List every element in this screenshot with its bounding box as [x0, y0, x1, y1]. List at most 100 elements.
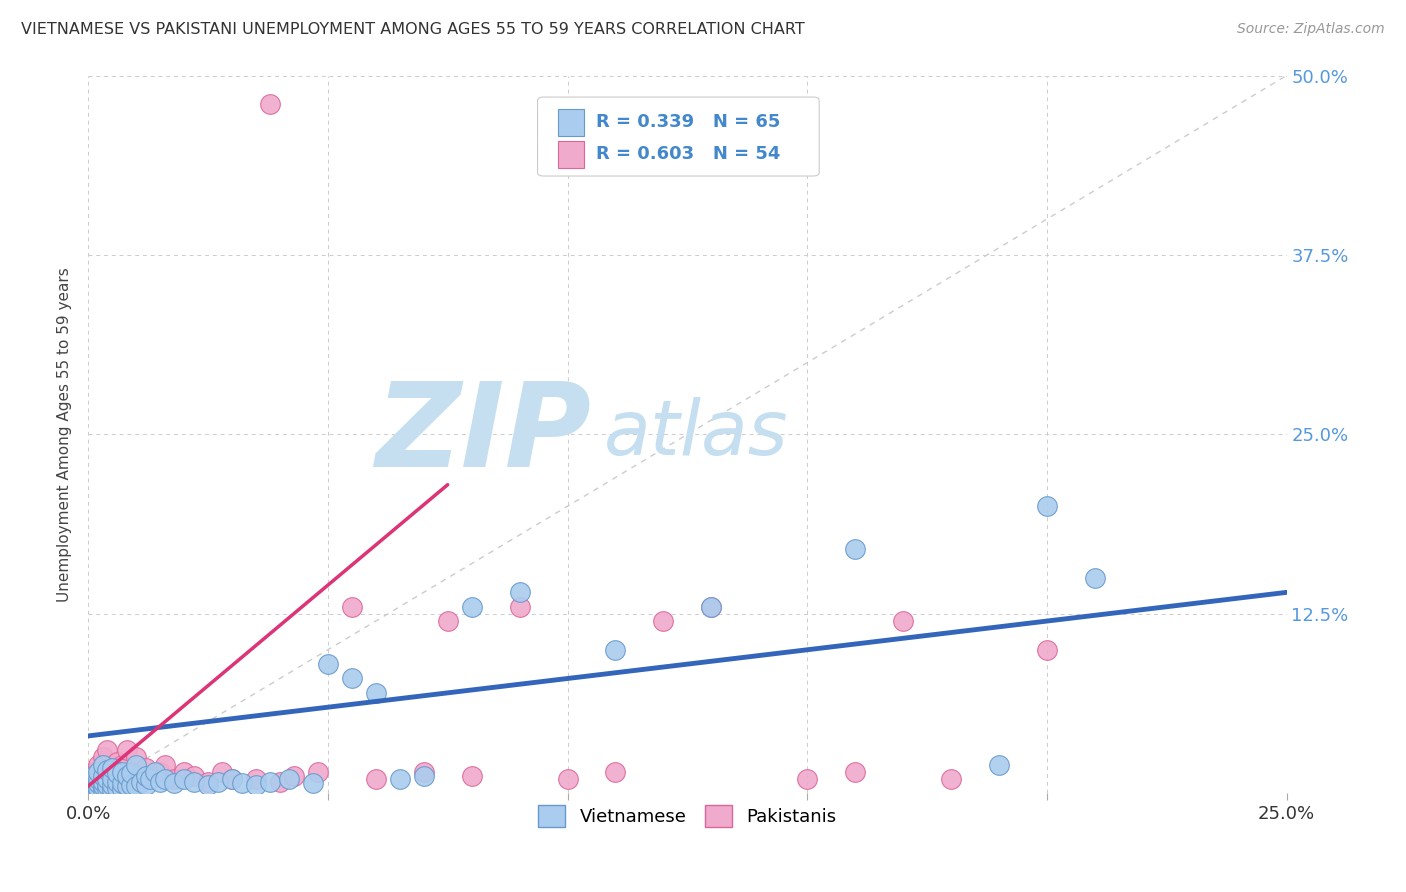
Vietnamese: [105, 766, 128, 780]
Vietnamese: [1084, 571, 1107, 585]
Pakistanis: [221, 772, 243, 786]
Pakistanis: [340, 599, 363, 614]
Vietnamese: [844, 542, 866, 557]
Vietnamese: [115, 769, 138, 783]
Pakistanis: [82, 782, 104, 797]
Pakistanis: [153, 757, 176, 772]
Vietnamese: [111, 782, 134, 797]
Vietnamese: [87, 776, 110, 790]
Pakistanis: [557, 772, 579, 786]
Pakistanis: [111, 778, 134, 792]
Pakistanis: [101, 760, 124, 774]
Vietnamese: [412, 769, 434, 783]
Vietnamese: [115, 779, 138, 793]
Pakistanis: [412, 764, 434, 779]
Vietnamese: [183, 775, 205, 789]
Pakistanis: [197, 775, 219, 789]
Pakistanis: [1036, 642, 1059, 657]
Vietnamese: [700, 599, 723, 614]
Vietnamese: [101, 760, 124, 774]
Vietnamese: [197, 778, 219, 792]
Vietnamese: [96, 764, 118, 778]
Pakistanis: [652, 614, 675, 628]
Vietnamese: [101, 778, 124, 792]
Pakistanis: [283, 769, 305, 783]
Vietnamese: [364, 686, 387, 700]
Pakistanis: [796, 772, 818, 786]
Pakistanis: [211, 764, 233, 779]
Vietnamese: [129, 775, 152, 789]
Pakistanis: [105, 775, 128, 789]
Vietnamese: [135, 778, 157, 792]
Pakistanis: [91, 780, 114, 795]
Pakistanis: [129, 769, 152, 783]
Vietnamese: [388, 772, 411, 786]
FancyBboxPatch shape: [558, 141, 585, 168]
Vietnamese: [111, 764, 134, 779]
Text: atlas: atlas: [603, 398, 787, 472]
Text: VIETNAMESE VS PAKISTANI UNEMPLOYMENT AMONG AGES 55 TO 59 YEARS CORRELATION CHART: VIETNAMESE VS PAKISTANI UNEMPLOYMENT AMO…: [21, 22, 804, 37]
Vietnamese: [82, 775, 104, 789]
Vietnamese: [82, 783, 104, 797]
Vietnamese: [173, 772, 195, 786]
Pakistanis: [120, 764, 142, 779]
Vietnamese: [149, 775, 172, 789]
Vietnamese: [91, 783, 114, 797]
Pakistanis: [115, 772, 138, 786]
Pakistanis: [115, 743, 138, 757]
Pakistanis: [509, 599, 531, 614]
Text: ZIP: ZIP: [375, 377, 592, 491]
Pakistanis: [269, 775, 291, 789]
Vietnamese: [101, 783, 124, 797]
Pakistanis: [105, 755, 128, 769]
Pakistanis: [96, 764, 118, 779]
Vietnamese: [105, 775, 128, 789]
Vietnamese: [82, 779, 104, 793]
Text: R = 0.603   N = 54: R = 0.603 N = 54: [596, 145, 780, 163]
Vietnamese: [509, 585, 531, 599]
Legend: Vietnamese, Pakistanis: Vietnamese, Pakistanis: [531, 798, 844, 835]
Pakistanis: [307, 764, 329, 779]
Pakistanis: [111, 757, 134, 772]
Vietnamese: [460, 599, 482, 614]
Vietnamese: [143, 764, 166, 779]
Vietnamese: [278, 772, 301, 786]
Pakistanis: [125, 775, 148, 789]
Pakistanis: [891, 614, 914, 628]
Text: R = 0.339   N = 65: R = 0.339 N = 65: [596, 113, 780, 131]
Pakistanis: [135, 760, 157, 774]
Vietnamese: [163, 776, 186, 790]
Pakistanis: [96, 778, 118, 792]
Pakistanis: [245, 772, 267, 786]
FancyBboxPatch shape: [537, 97, 820, 176]
Vietnamese: [135, 769, 157, 783]
Pakistanis: [101, 779, 124, 793]
Vietnamese: [91, 775, 114, 789]
Pakistanis: [163, 772, 186, 786]
Vietnamese: [91, 757, 114, 772]
Pakistanis: [364, 772, 387, 786]
Vietnamese: [245, 778, 267, 792]
Vietnamese: [82, 769, 104, 783]
Pakistanis: [87, 772, 110, 786]
Pakistanis: [82, 764, 104, 779]
Vietnamese: [111, 776, 134, 790]
Vietnamese: [87, 772, 110, 786]
Pakistanis: [87, 779, 110, 793]
Vietnamese: [139, 772, 162, 786]
Vietnamese: [96, 782, 118, 797]
Pakistanis: [82, 775, 104, 789]
Vietnamese: [105, 780, 128, 795]
Vietnamese: [302, 776, 325, 790]
Vietnamese: [91, 769, 114, 783]
Pakistanis: [96, 743, 118, 757]
Pakistanis: [605, 764, 627, 779]
Vietnamese: [96, 778, 118, 792]
Pakistanis: [939, 772, 962, 786]
Vietnamese: [231, 776, 253, 790]
Pakistanis: [125, 750, 148, 764]
Vietnamese: [120, 778, 142, 792]
Vietnamese: [987, 757, 1010, 772]
Vietnamese: [125, 757, 148, 772]
Vietnamese: [340, 672, 363, 686]
